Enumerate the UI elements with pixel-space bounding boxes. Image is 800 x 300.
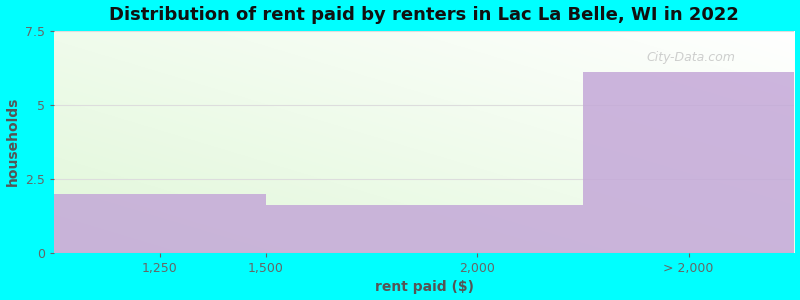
Y-axis label: households: households	[6, 97, 19, 187]
Title: Distribution of rent paid by renters in Lac La Belle, WI in 2022: Distribution of rent paid by renters in …	[110, 6, 739, 24]
Bar	[583, 72, 794, 253]
Text: City-Data.com: City-Data.com	[646, 51, 735, 64]
X-axis label: rent paid ($): rent paid ($)	[374, 280, 474, 294]
Bar	[266, 206, 583, 253]
Bar	[54, 194, 266, 253]
